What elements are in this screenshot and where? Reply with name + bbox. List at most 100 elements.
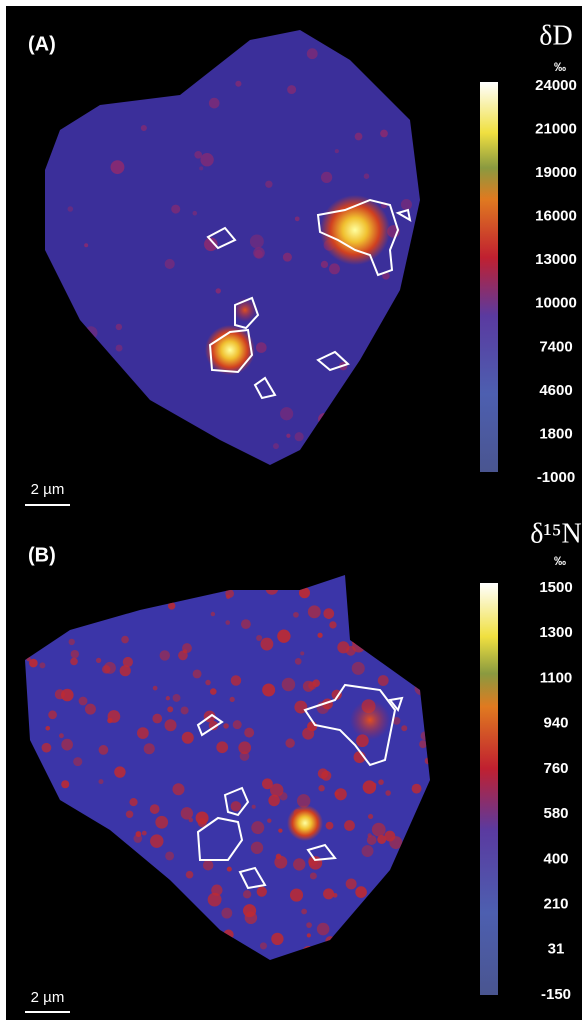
- speckle: [367, 813, 374, 820]
- speckle: [287, 85, 297, 95]
- speckle: [251, 821, 265, 835]
- speckle: [70, 649, 80, 659]
- speckle: [167, 602, 176, 610]
- speckle: [256, 886, 267, 897]
- speckle: [143, 743, 155, 755]
- speckle: [98, 745, 109, 755]
- speckle: [115, 344, 123, 352]
- speckle: [382, 272, 390, 280]
- speckle: [294, 432, 304, 442]
- panel-label: (A): [28, 33, 56, 55]
- speckle: [152, 685, 158, 691]
- speckle: [61, 738, 73, 751]
- speckle: [300, 651, 305, 656]
- speckle: [294, 216, 300, 222]
- speckle: [205, 679, 211, 686]
- colorbar-tick-label: 580: [543, 805, 568, 822]
- isotope-map-a: [45, 30, 420, 465]
- speckle: [268, 794, 280, 807]
- colorbar-tick-label: 10000: [535, 295, 577, 312]
- speckle: [251, 804, 256, 809]
- speckle: [159, 650, 170, 661]
- speckle: [137, 727, 149, 739]
- speckle: [119, 665, 131, 677]
- speckle: [238, 741, 252, 755]
- speckle: [84, 243, 89, 248]
- speckle: [150, 834, 164, 848]
- panel-label: (B): [28, 544, 56, 566]
- speckle: [259, 942, 267, 950]
- speckle: [294, 658, 302, 665]
- speckle: [293, 611, 299, 618]
- speckle: [107, 710, 121, 723]
- speckle: [39, 662, 46, 669]
- speckle: [262, 683, 276, 697]
- speckle: [301, 908, 308, 915]
- speckle: [371, 822, 386, 837]
- speckle: [293, 858, 306, 871]
- speckle: [235, 80, 242, 87]
- speckle: [172, 783, 185, 796]
- speckle: [181, 731, 194, 744]
- speckle: [316, 922, 330, 936]
- speckle: [309, 872, 317, 880]
- colorbar-title: δ¹⁵N: [530, 518, 582, 549]
- speckle: [114, 766, 126, 778]
- scale-bar-label: 2 µm: [31, 989, 65, 1006]
- speckle: [135, 831, 142, 837]
- speckle: [355, 886, 367, 898]
- speckle: [401, 725, 408, 732]
- speckle: [363, 173, 370, 179]
- speckle: [200, 153, 214, 167]
- colorbar-tick-label: 13000: [535, 251, 577, 268]
- speckle: [171, 204, 181, 214]
- speckle: [202, 859, 214, 871]
- colorbar-tick-label: 760: [543, 760, 568, 777]
- speckle: [188, 817, 194, 823]
- speckle: [385, 790, 391, 796]
- colorbar-tick-label: 1100: [540, 669, 573, 686]
- speckle: [70, 657, 78, 666]
- speckle: [226, 866, 232, 872]
- speckle: [180, 807, 194, 820]
- speckle: [167, 706, 174, 713]
- speckle: [232, 720, 242, 730]
- speckle: [278, 828, 283, 833]
- speckle: [165, 851, 175, 861]
- speckle: [354, 132, 363, 141]
- speckle: [286, 433, 291, 438]
- speckle: [255, 342, 267, 353]
- speckle: [306, 933, 311, 938]
- speckle: [242, 904, 257, 918]
- colorbar-tick-label: 210: [543, 896, 568, 913]
- speckle: [194, 150, 203, 159]
- speckle: [411, 783, 422, 794]
- speckle: [67, 206, 74, 212]
- speckle: [199, 166, 204, 171]
- speckle: [208, 97, 220, 109]
- colorbar-tick-label: 4600: [539, 382, 572, 399]
- speckle: [125, 810, 134, 819]
- speckle: [392, 717, 401, 725]
- speckle: [317, 632, 323, 638]
- speckle: [329, 263, 340, 275]
- speckle: [48, 710, 57, 720]
- colorbar-title: δD: [539, 20, 572, 51]
- speckle: [366, 835, 377, 845]
- speckle: [270, 783, 284, 797]
- speckle: [207, 892, 222, 907]
- speckle: [165, 696, 171, 701]
- speckle: [277, 629, 291, 643]
- speckle: [61, 780, 70, 789]
- speckle: [320, 260, 329, 269]
- speckle: [95, 657, 102, 663]
- speckle: [223, 723, 229, 729]
- speckle: [204, 237, 218, 252]
- speckle: [78, 696, 88, 706]
- speckle: [400, 199, 412, 211]
- colorbar-tick-label: 21000: [535, 121, 577, 138]
- speckle: [249, 234, 264, 249]
- speckle: [323, 888, 335, 900]
- speckle: [307, 721, 318, 732]
